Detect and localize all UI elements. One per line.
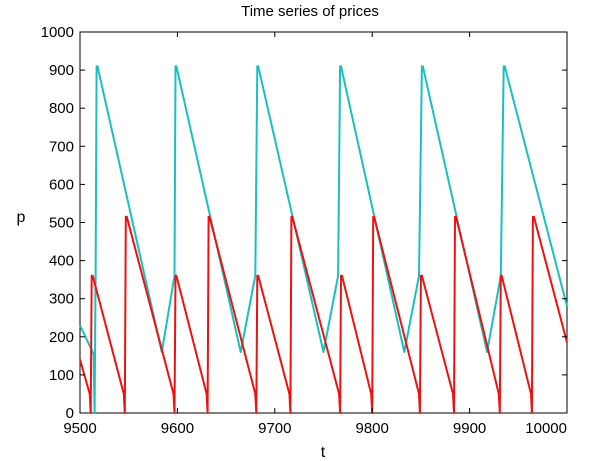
y-axis-title: p bbox=[17, 209, 26, 226]
y-tick-label: 200 bbox=[49, 329, 74, 346]
x-tick-label: 9900 bbox=[453, 420, 486, 437]
y-tick-label: 100 bbox=[49, 367, 74, 384]
axis-ticks: 9500 9600 9700 9800 9900 10000 0 100 200 300 400 50… bbox=[41, 24, 568, 437]
x-axis-title: t bbox=[321, 444, 326, 461]
x-tick-label: 9600 bbox=[161, 420, 194, 437]
y-tick-label: 400 bbox=[49, 253, 74, 270]
series-line-2 bbox=[79, 215, 568, 414]
y-tick-label: 500 bbox=[49, 215, 74, 232]
x-tick-label: 9500 bbox=[63, 420, 96, 437]
y-tick-label: 700 bbox=[49, 138, 74, 155]
y-tick-label: 900 bbox=[49, 62, 74, 79]
plot-area bbox=[79, 31, 568, 414]
y-tick-label: 0 bbox=[66, 405, 74, 422]
y-tick-label: 800 bbox=[49, 100, 74, 117]
y-tick-label: 300 bbox=[49, 291, 74, 308]
x-tick-label: 10000 bbox=[525, 420, 567, 437]
x-tick-label: 9800 bbox=[356, 420, 389, 437]
x-tick-label: 9700 bbox=[258, 420, 291, 437]
y-tick-label: 600 bbox=[49, 176, 74, 193]
chart-title: Time series of prices bbox=[241, 3, 379, 20]
series-layer bbox=[79, 65, 568, 414]
y-tick-label: 1000 bbox=[41, 24, 74, 41]
